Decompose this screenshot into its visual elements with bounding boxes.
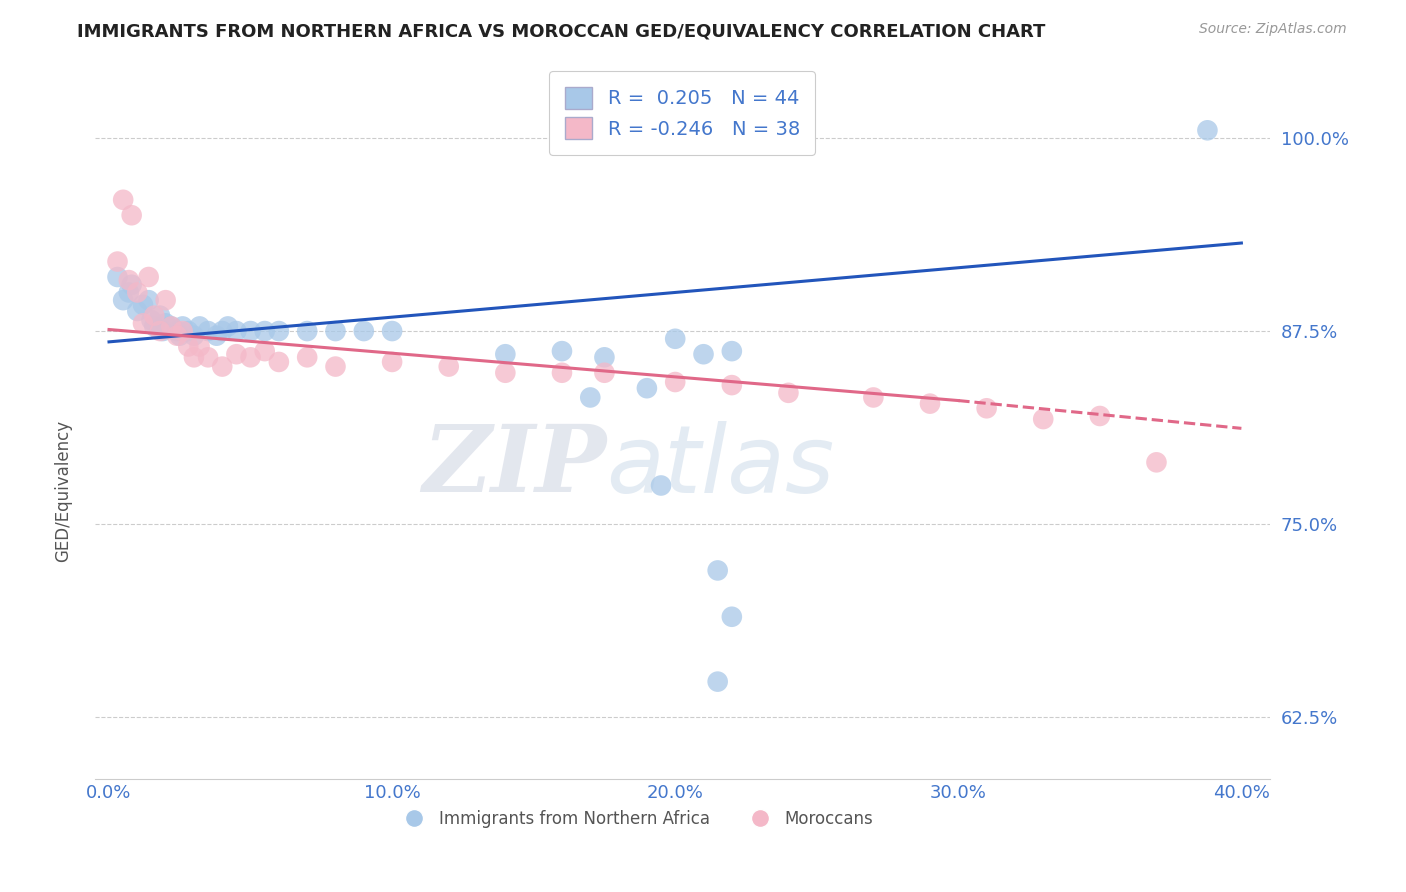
Point <box>494 366 516 380</box>
Point <box>325 359 347 374</box>
Text: ZIP: ZIP <box>422 421 606 511</box>
Point <box>325 324 347 338</box>
Point <box>112 193 135 207</box>
Point <box>1146 455 1168 469</box>
Point <box>132 316 155 330</box>
Point <box>121 208 143 222</box>
Point <box>721 378 744 392</box>
Point <box>551 344 574 359</box>
Point <box>267 324 290 338</box>
Text: GED/Equivalency: GED/Equivalency <box>55 419 72 562</box>
Point <box>143 309 166 323</box>
Point <box>650 478 672 492</box>
Point <box>862 391 884 405</box>
Text: atlas: atlas <box>606 421 834 512</box>
Point <box>692 347 714 361</box>
Point <box>253 344 276 359</box>
Point <box>225 347 247 361</box>
Point <box>1032 412 1054 426</box>
Point <box>155 293 177 308</box>
Point <box>155 316 177 330</box>
Point <box>197 351 219 365</box>
Point <box>121 277 143 292</box>
Point <box>295 324 318 338</box>
Point <box>721 344 744 359</box>
Point <box>253 324 276 338</box>
Point <box>721 609 744 624</box>
Point <box>225 324 247 338</box>
Point <box>295 351 318 365</box>
Point <box>149 309 172 323</box>
Point <box>1197 123 1219 137</box>
Point <box>177 324 200 338</box>
Point <box>706 563 728 577</box>
Point <box>172 319 194 334</box>
Point <box>437 359 460 374</box>
Point <box>267 355 290 369</box>
Point <box>138 270 160 285</box>
Point <box>183 328 205 343</box>
Point <box>636 381 658 395</box>
Point <box>664 332 686 346</box>
Point <box>107 270 129 285</box>
Point <box>381 355 404 369</box>
Point <box>138 293 160 308</box>
Point <box>593 351 616 365</box>
Point <box>132 298 155 312</box>
Point <box>166 324 188 338</box>
Point <box>188 339 211 353</box>
Point <box>112 293 135 308</box>
Point <box>160 319 183 334</box>
Point <box>205 328 228 343</box>
Point <box>183 351 205 365</box>
Point <box>593 366 616 380</box>
Point <box>211 359 233 374</box>
Point <box>778 385 800 400</box>
Point <box>706 674 728 689</box>
Point <box>1088 409 1111 423</box>
Point <box>217 319 239 334</box>
Point <box>381 324 404 338</box>
Point <box>239 351 262 365</box>
Point <box>127 285 149 300</box>
Point <box>118 285 141 300</box>
Point <box>127 304 149 318</box>
Point <box>143 319 166 334</box>
Point <box>166 328 188 343</box>
Point <box>579 391 602 405</box>
Point <box>918 397 941 411</box>
Point <box>177 339 200 353</box>
Point <box>976 401 998 416</box>
Point <box>664 375 686 389</box>
Point <box>118 273 141 287</box>
Point <box>353 324 375 338</box>
Point <box>149 324 172 338</box>
Text: IMMIGRANTS FROM NORTHERN AFRICA VS MOROCCAN GED/EQUIVALENCY CORRELATION CHART: IMMIGRANTS FROM NORTHERN AFRICA VS MOROC… <box>77 22 1046 40</box>
Legend: Immigrants from Northern Africa, Moroccans: Immigrants from Northern Africa, Morocca… <box>391 803 880 835</box>
Point <box>172 324 194 338</box>
Point <box>239 324 262 338</box>
Point <box>107 254 129 268</box>
Text: Source: ZipAtlas.com: Source: ZipAtlas.com <box>1199 22 1347 37</box>
Point <box>152 324 174 338</box>
Point <box>211 324 233 338</box>
Point <box>160 319 183 334</box>
Point <box>141 313 163 327</box>
Point <box>494 347 516 361</box>
Point <box>188 319 211 334</box>
Point <box>169 328 191 343</box>
Point <box>197 324 219 338</box>
Point <box>551 366 574 380</box>
